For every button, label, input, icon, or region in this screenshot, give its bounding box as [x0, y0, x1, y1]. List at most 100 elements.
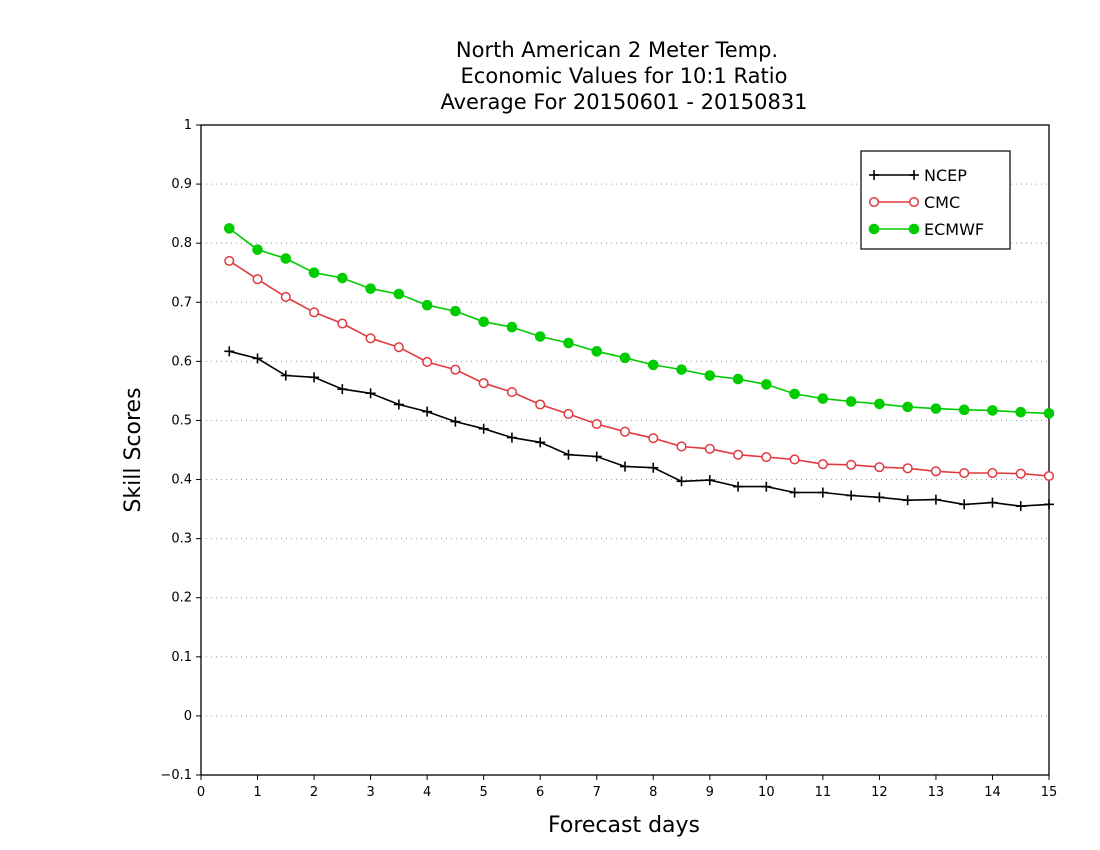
- data-point-cmc: [422, 356, 433, 368]
- data-point-ncep: [733, 481, 744, 492]
- x-tick-label: 15: [1041, 785, 1058, 800]
- data-point-ncep: [535, 437, 546, 448]
- chart-title-line-1: North American 2 Meter Temp.: [456, 38, 778, 62]
- x-tick-label: 4: [423, 785, 431, 800]
- data-point-ecmwf: [676, 364, 687, 375]
- data-point-ecmwf: [930, 403, 942, 414]
- y-tick-label: 0.1: [171, 650, 192, 665]
- data-point-ecmwf: [704, 370, 716, 381]
- legend-marker: [908, 223, 920, 235]
- data-series: [223, 223, 1055, 512]
- x-tick-label: 0: [197, 785, 205, 800]
- x-tick-label: 9: [706, 785, 714, 800]
- series-line-ecmwf: [228, 227, 1050, 415]
- data-point-ecmwf: [817, 393, 829, 404]
- data-point-cmc: [1015, 468, 1026, 479]
- data-point-ncep: [620, 461, 630, 472]
- data-point-ncep: [252, 353, 263, 364]
- chart-title: North American 2 Meter Temp. Economic Va…: [440, 38, 807, 114]
- data-point-cmc: [450, 364, 461, 375]
- data-point-ecmwf: [1015, 406, 1027, 418]
- y-tick-label: 0.4: [171, 473, 192, 488]
- data-point-cmc: [309, 307, 320, 318]
- data-point-ncep: [280, 370, 291, 381]
- data-point-ecmwf: [1043, 408, 1055, 419]
- series-line-ncep: [229, 350, 1050, 507]
- x-axis: 0 1 2 3 4 5 6 7 8 9 10 11 12 13 14 15: [197, 775, 1057, 800]
- data-point-ecmwf: [478, 316, 489, 328]
- y-tick-label: 0.8: [171, 236, 192, 251]
- x-tick-label: 6: [536, 785, 544, 800]
- data-point-ecmwf: [393, 288, 405, 300]
- data-point-ncep: [676, 476, 687, 487]
- data-point-ncep: [1044, 499, 1054, 510]
- x-tick-label: 7: [593, 785, 601, 800]
- x-tick-label: 3: [366, 785, 374, 800]
- data-point-cmc: [1043, 470, 1055, 482]
- y-axis: −0.1 0 0.1 0.2 0.3 0.4 0.5 0.6 0.7 0.8 0.9 1: [160, 118, 201, 783]
- data-point-ecmwf: [789, 388, 800, 400]
- data-point-ncep: [337, 384, 348, 395]
- data-point-cmc: [337, 318, 348, 329]
- y-tick-label: 0.3: [171, 532, 192, 547]
- y-tick-label: 0.5: [171, 413, 192, 428]
- x-tick-label: 11: [815, 785, 832, 800]
- data-point-ecmwf: [874, 398, 885, 410]
- y-tick-label: 0.2: [171, 591, 192, 606]
- legend: NCEP CMC ECMWF: [860, 150, 1011, 250]
- legend-label-cmc: CMC: [924, 193, 960, 212]
- data-point-cmc: [365, 333, 376, 344]
- data-point-ncep: [789, 487, 800, 498]
- data-point-ncep: [309, 372, 320, 383]
- y-tick-label: −0.1: [160, 768, 192, 783]
- data-point-cmc: [478, 378, 489, 389]
- series-ncep: [224, 346, 1054, 512]
- data-point-ecmwf: [365, 283, 376, 294]
- data-point-cmc: [619, 426, 631, 437]
- data-point-ecmwf: [591, 346, 603, 357]
- y-tick-label: 0.9: [171, 177, 192, 192]
- data-point-ncep: [930, 494, 941, 505]
- data-point-ncep: [1015, 501, 1026, 512]
- data-point-ecmwf: [732, 373, 744, 385]
- data-point-cmc: [846, 459, 857, 470]
- legend-marker: [868, 223, 880, 235]
- data-point-ecmwf: [223, 223, 235, 234]
- data-point-ecmwf: [506, 321, 518, 333]
- series-cmc: [224, 255, 1055, 482]
- y-tick-label: 0.6: [171, 354, 192, 369]
- x-axis-title: Forecast days: [548, 813, 700, 838]
- legend-marker: [868, 196, 880, 208]
- data-point-ncep: [959, 499, 970, 510]
- y-tick-label: 0: [184, 709, 192, 724]
- data-point-ecmwf: [902, 401, 913, 413]
- data-point-ecmwf: [761, 379, 772, 390]
- data-point-cmc: [676, 441, 687, 452]
- data-point-ncep: [506, 432, 517, 443]
- data-point-ncep: [478, 423, 489, 434]
- series-ecmwf: [223, 223, 1055, 419]
- legend-marker: [908, 196, 920, 208]
- data-point-cmc: [817, 459, 828, 470]
- data-point-cmc: [280, 291, 291, 303]
- y-axis-title: Skill Scores: [121, 387, 146, 512]
- data-point-cmc: [224, 255, 235, 266]
- data-point-cmc: [704, 443, 715, 454]
- series-line-cmc: [228, 260, 1050, 477]
- data-point-ncep: [422, 406, 433, 417]
- data-point-cmc: [591, 418, 602, 430]
- data-point-ncep: [761, 481, 772, 492]
- legend-label-ecmwf: ECMWF: [924, 220, 984, 239]
- data-point-cmc: [959, 467, 970, 479]
- data-point-ecmwf: [337, 272, 348, 284]
- data-point-ncep: [563, 449, 574, 460]
- x-tick-label: 1: [253, 785, 261, 800]
- data-point-cmc: [987, 467, 998, 479]
- data-point-ncep: [591, 451, 602, 462]
- data-point-ncep: [365, 388, 376, 399]
- legend-entry-cmc: CMC: [868, 193, 960, 212]
- data-point-ncep: [846, 490, 857, 501]
- plot-area-frame: [200, 124, 1050, 776]
- legend-label-ncep: NCEP: [924, 166, 967, 185]
